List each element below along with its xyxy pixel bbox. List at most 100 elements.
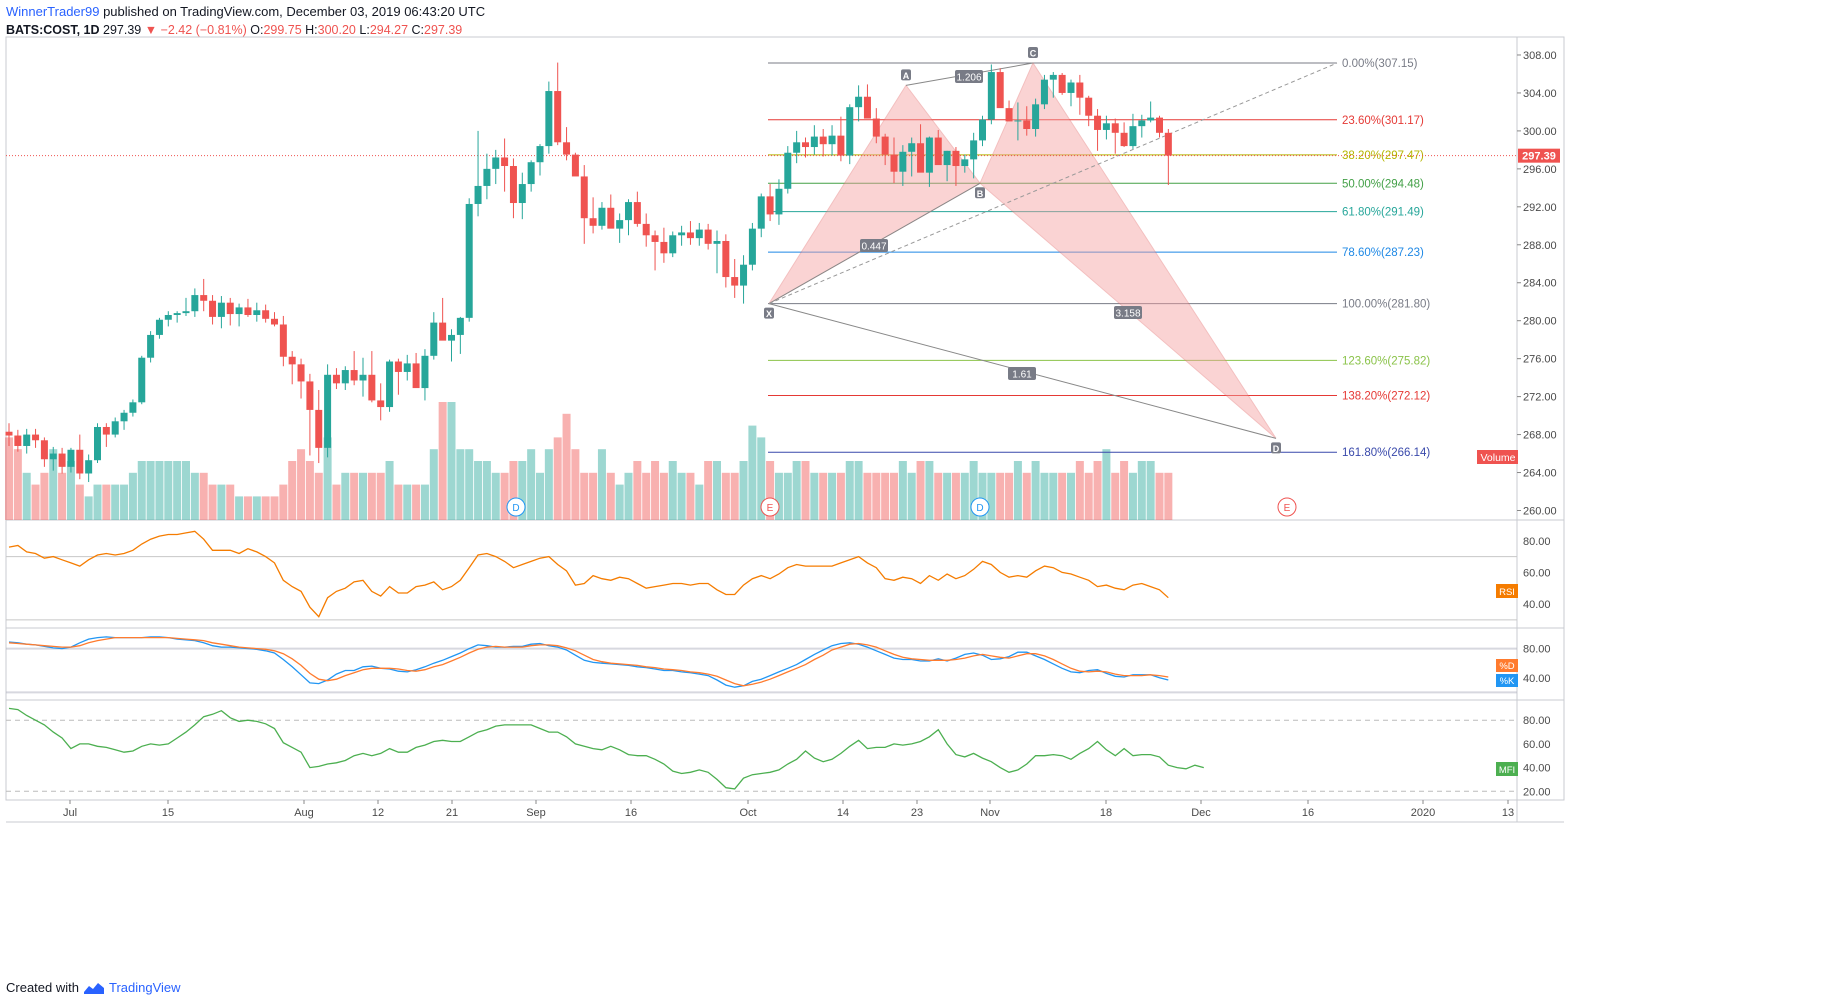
candle-body xyxy=(386,361,394,408)
candle-body xyxy=(173,313,181,316)
candle-body xyxy=(76,449,84,474)
candle-body xyxy=(996,72,1004,109)
volume-bar xyxy=(943,472,952,520)
candle-body xyxy=(943,150,951,166)
candle-body xyxy=(563,142,571,155)
volume-bar xyxy=(235,496,244,520)
fib-label: 138.20%(272.12) xyxy=(1342,390,1430,402)
stoch-k-badge-label: %K xyxy=(1500,676,1515,687)
volume-bar xyxy=(659,472,668,520)
candle-body xyxy=(802,142,809,148)
time-tick-label: 16 xyxy=(1302,807,1314,819)
tradingview-link[interactable]: TradingView xyxy=(108,980,181,995)
created-with-label: Created with xyxy=(6,980,79,995)
volume-bar xyxy=(1146,461,1155,520)
candle-body xyxy=(209,300,217,317)
volume-bar xyxy=(783,472,792,520)
volume-bar xyxy=(633,461,642,520)
candle-body xyxy=(934,137,942,166)
candle-body xyxy=(1076,82,1084,98)
volume-bar xyxy=(527,449,536,520)
candle-body xyxy=(695,229,703,239)
volume-bar xyxy=(376,472,385,520)
volume-bar xyxy=(757,437,766,520)
price-tick-label: 260.00 xyxy=(1523,506,1557,518)
volume-bar xyxy=(668,461,677,520)
candle-body xyxy=(23,434,31,446)
fib-label: 0.00%(307.15) xyxy=(1342,58,1418,70)
candle-body xyxy=(899,151,907,172)
volume-badge-label: Volume xyxy=(1480,452,1515,464)
volume-bar xyxy=(987,472,996,520)
candle-body xyxy=(970,140,978,160)
author-link[interactable]: WinnerTrader99 xyxy=(6,4,100,19)
ratio-label: 1.206 xyxy=(956,73,981,84)
candle-body xyxy=(1120,132,1128,147)
ratio-badge xyxy=(1114,306,1142,319)
price-tick-label: 300.00 xyxy=(1523,126,1557,138)
volume-bar xyxy=(810,472,819,520)
candle-body xyxy=(191,295,199,312)
candle-body xyxy=(1129,126,1137,147)
candle-body xyxy=(306,381,314,410)
volume-bar xyxy=(774,472,783,520)
candle-body xyxy=(987,72,995,120)
candle-body xyxy=(616,220,624,229)
indicator-pane-3 xyxy=(5,699,1565,801)
candle-body xyxy=(598,207,606,226)
volume-bar xyxy=(686,472,695,520)
volume-bar xyxy=(1155,472,1164,520)
volume-bar xyxy=(226,484,235,520)
candle-body xyxy=(633,202,641,224)
volume-bar xyxy=(801,461,810,520)
price-axis: 260.00 264.00 268.00 272.00 276.00 280.00 284.… xyxy=(1517,50,1557,518)
candle-body xyxy=(713,240,721,244)
candle-body xyxy=(1164,132,1172,156)
rsi-badge-label: RSI xyxy=(1499,587,1515,598)
volume-bar xyxy=(624,472,633,520)
volume-bar xyxy=(951,472,960,520)
candle-body xyxy=(226,302,234,315)
ratio-label: 1.61 xyxy=(1012,370,1032,381)
candle-body xyxy=(1156,117,1163,133)
volume-bar xyxy=(1058,472,1067,520)
volume-bar xyxy=(31,484,40,520)
volume-bar xyxy=(562,413,571,520)
volume-bar xyxy=(536,472,544,520)
volume-bar xyxy=(854,461,863,520)
candle-body xyxy=(509,166,517,204)
mfi-badge-label: MFI xyxy=(1499,765,1515,776)
symbol-name[interactable]: BATS:COST, 1D xyxy=(6,23,100,37)
symbol-legend: BATS:COST, 1D 297.39 ▼ −2.42 (−0.81%) O:… xyxy=(6,21,462,39)
candle-body xyxy=(1040,79,1048,105)
stoch-tick-label: 40.00 xyxy=(1523,673,1551,685)
stoch-d-line xyxy=(8,636,1169,687)
last-price: 297.39 xyxy=(103,23,142,37)
candle-body xyxy=(881,136,889,155)
close-label: C: xyxy=(411,23,425,37)
mfi-line xyxy=(8,707,1204,790)
candle-body xyxy=(554,91,562,143)
volume-bar xyxy=(925,461,934,520)
candle-body xyxy=(474,185,482,204)
candle-body xyxy=(855,96,863,108)
time-tick-label: 13 xyxy=(1502,807,1514,819)
volume-bar xyxy=(713,461,721,520)
volume-bar xyxy=(766,461,775,520)
candle-body xyxy=(872,118,880,137)
candle-body xyxy=(14,435,22,446)
volume-bar xyxy=(447,402,456,520)
volume-bar xyxy=(845,461,854,520)
candlestick-series xyxy=(5,62,1172,483)
candle-body xyxy=(394,361,402,372)
projection-marker xyxy=(970,497,990,517)
volume-bar xyxy=(137,461,146,520)
low-value: 294.27 xyxy=(369,23,409,37)
candle-body xyxy=(465,203,473,318)
volume-bar xyxy=(173,461,182,520)
harmonic-point-badge xyxy=(1028,47,1038,59)
candle-body xyxy=(917,143,925,173)
candle-body xyxy=(279,324,287,357)
candle-body xyxy=(421,355,429,389)
